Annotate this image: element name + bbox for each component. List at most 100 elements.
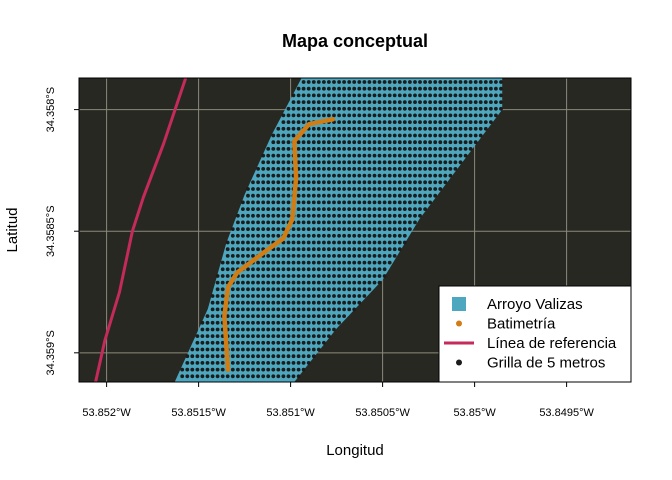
grid-point <box>276 213 281 218</box>
grid-point <box>342 173 346 178</box>
grid-point <box>301 240 306 245</box>
grid-point <box>311 254 316 258</box>
grid-point <box>296 320 301 325</box>
grid-point <box>362 93 367 98</box>
grid-point <box>352 233 357 238</box>
grid-point <box>473 113 478 118</box>
grid-point <box>316 347 321 352</box>
grid-point <box>332 274 336 278</box>
grid-point <box>306 334 311 338</box>
grid-point <box>261 354 266 359</box>
grid-point <box>362 173 367 178</box>
grid-point <box>230 260 235 265</box>
grid-point <box>322 280 326 285</box>
grid-point <box>261 260 266 265</box>
grid-point <box>418 100 422 104</box>
grid-point <box>261 207 266 212</box>
grid-point <box>301 213 306 218</box>
grid-point <box>246 294 250 298</box>
grid-point <box>438 100 443 104</box>
grid-point <box>357 120 362 124</box>
x-tick-label-5: 53.8495°W <box>539 407 594 419</box>
grid-point <box>210 374 215 379</box>
grid-point <box>342 140 346 145</box>
grid-point <box>271 220 276 225</box>
grid-point <box>478 86 483 91</box>
grid-point <box>286 113 291 118</box>
grid-point <box>180 374 185 379</box>
grid-point <box>352 86 357 91</box>
grid-point <box>246 361 250 365</box>
grid-point <box>322 167 326 171</box>
grid-point <box>392 213 397 218</box>
grid-point <box>306 113 311 118</box>
grid-point <box>332 240 336 245</box>
grid-point <box>443 80 448 84</box>
grid-point <box>347 187 352 191</box>
grid-point <box>286 327 291 332</box>
grid-point <box>347 267 352 272</box>
grid-point <box>311 287 316 292</box>
grid-point <box>342 106 346 111</box>
grid-point <box>372 240 377 245</box>
grid-point <box>332 106 336 111</box>
grid-point <box>286 340 291 345</box>
grid-point <box>489 106 493 111</box>
grid-point <box>241 280 245 285</box>
grid-point <box>306 153 311 158</box>
grid-point <box>301 260 306 265</box>
grid-point <box>316 207 321 212</box>
grid-point <box>185 374 190 379</box>
grid-point <box>276 347 281 352</box>
grid-point <box>387 86 392 91</box>
grid-point <box>296 294 301 298</box>
grid-point <box>301 180 306 185</box>
grid-point <box>281 354 286 359</box>
grid-point <box>296 153 301 158</box>
grid-point <box>306 227 311 232</box>
grid-point <box>251 334 255 338</box>
grid-point <box>463 106 468 111</box>
grid-point <box>316 220 321 225</box>
grid-point <box>413 120 417 124</box>
grid-point <box>246 374 250 379</box>
grid-point <box>387 80 392 84</box>
grid-point <box>261 367 266 372</box>
grid-point <box>337 200 341 205</box>
grid-point <box>286 347 291 352</box>
grid-point <box>281 200 286 205</box>
grid-point <box>367 173 372 178</box>
grid-point <box>397 247 402 252</box>
grid-point <box>433 113 438 118</box>
grid-point <box>402 147 407 151</box>
grid-point <box>397 93 402 98</box>
grid-point <box>256 220 260 225</box>
grid-point <box>413 100 417 104</box>
grid-point <box>347 80 352 84</box>
grid-point <box>276 280 281 285</box>
grid-point <box>306 160 311 165</box>
grid-point <box>478 126 483 131</box>
grid-point <box>322 126 326 131</box>
grid-point <box>418 140 422 145</box>
grid-point <box>271 300 276 305</box>
grid-point <box>311 207 316 212</box>
grid-point <box>296 287 301 292</box>
grid-point <box>286 280 291 285</box>
grid-point <box>220 260 225 265</box>
grid-point <box>261 200 266 205</box>
grid-point <box>251 307 255 312</box>
grid-point <box>301 187 306 191</box>
grid-point <box>418 126 422 131</box>
grid-point <box>382 147 387 151</box>
grid-point <box>291 347 296 352</box>
grid-point <box>357 287 362 292</box>
grid-point <box>261 227 266 232</box>
grid-point <box>433 80 438 84</box>
grid-point <box>236 334 240 338</box>
grid-point <box>241 300 245 305</box>
grid-point <box>236 340 240 345</box>
grid-point <box>246 334 250 338</box>
grid-point <box>357 220 362 225</box>
grid-point <box>332 113 336 118</box>
